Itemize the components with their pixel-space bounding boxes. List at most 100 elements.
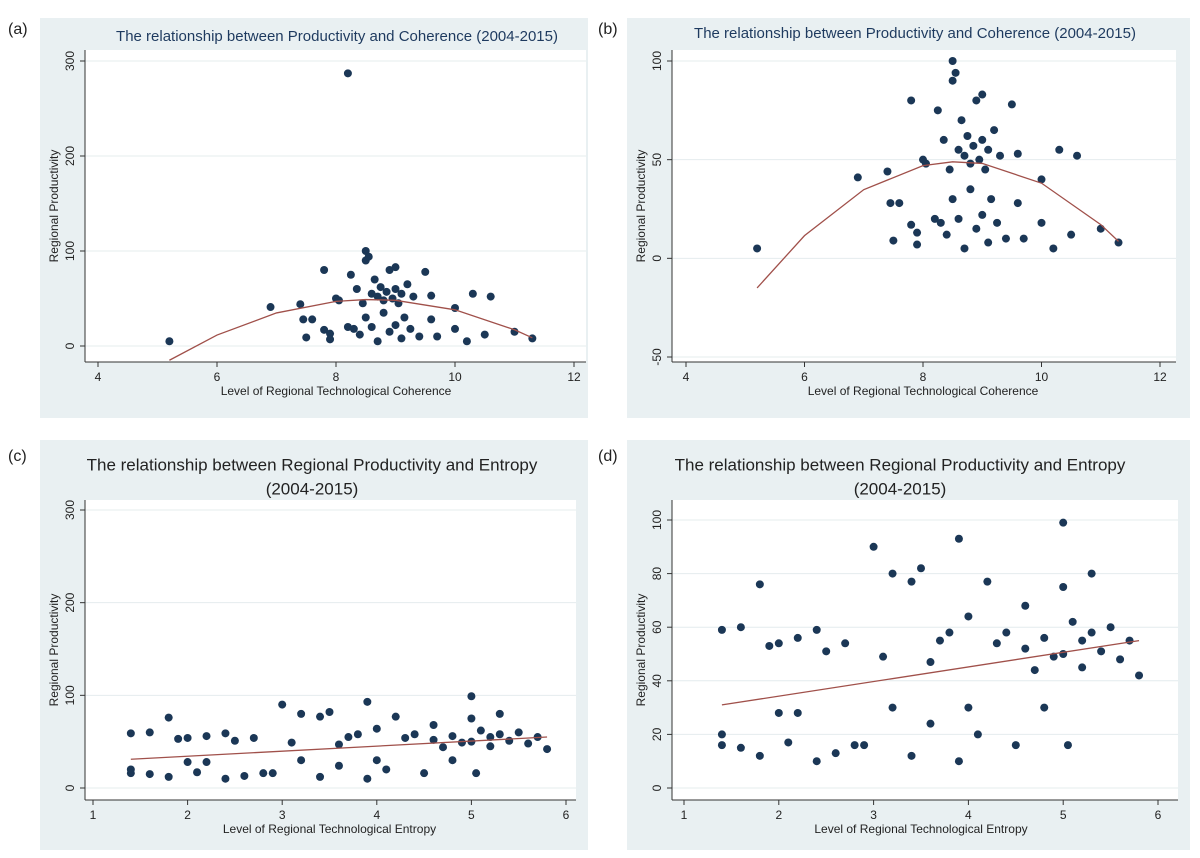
- point: [391, 263, 400, 272]
- point: [1067, 230, 1076, 239]
- point: [240, 771, 249, 780]
- point: [326, 335, 335, 344]
- point: [420, 769, 429, 778]
- point: [1037, 175, 1046, 184]
- x-tick-label: 3: [870, 808, 877, 822]
- y-tick-label: 0: [650, 255, 664, 262]
- point: [462, 337, 471, 346]
- point: [472, 769, 481, 778]
- x-tick-label: 10: [448, 370, 462, 384]
- point: [972, 224, 981, 233]
- panel: (a) The relationship between Productivity…: [8, 18, 588, 418]
- point: [467, 714, 476, 723]
- panel-label: (a): [8, 21, 28, 38]
- point: [879, 652, 888, 661]
- point: [841, 639, 850, 648]
- x-tick-label: 8: [333, 370, 340, 384]
- point: [448, 732, 457, 741]
- point: [978, 210, 987, 219]
- x-tick-label: 6: [1155, 808, 1162, 822]
- x-tick-label: 8: [920, 370, 927, 384]
- panel: (c) The relationship between Regional Pro…: [8, 440, 588, 850]
- point: [954, 757, 963, 766]
- point: [372, 756, 381, 765]
- point: [367, 289, 376, 298]
- point: [1040, 633, 1049, 642]
- point: [316, 712, 325, 721]
- point: [346, 270, 355, 279]
- point: [966, 159, 975, 168]
- point: [921, 159, 930, 168]
- point: [486, 292, 495, 301]
- point: [1055, 145, 1064, 154]
- fit-line: [721, 639, 1140, 706]
- point: [299, 315, 308, 324]
- point: [1114, 238, 1123, 247]
- point: [334, 761, 343, 770]
- point: [202, 758, 211, 767]
- panel-label: (c): [8, 448, 27, 465]
- point: [439, 743, 448, 752]
- point: [165, 337, 174, 346]
- point: [364, 252, 373, 261]
- point: [1007, 100, 1016, 109]
- point: [987, 195, 996, 204]
- point: [886, 199, 895, 208]
- y-tick-label: 20: [650, 727, 664, 741]
- point: [363, 697, 372, 706]
- point: [1013, 199, 1022, 208]
- y-tick-label: 200: [63, 146, 77, 166]
- point: [126, 729, 135, 738]
- x-tick-label: 4: [965, 808, 972, 822]
- point: [1059, 650, 1068, 658]
- point: [1106, 623, 1115, 632]
- point: [1125, 636, 1134, 645]
- point: [376, 283, 385, 292]
- point: [853, 173, 862, 182]
- point: [385, 266, 394, 274]
- point: [1078, 636, 1087, 645]
- point: [1135, 671, 1144, 680]
- point: [468, 289, 477, 298]
- y-tick-label: 0: [63, 784, 77, 791]
- chart-title: The relationship between Regional Produc…: [87, 455, 538, 474]
- y-tick-label: 40: [650, 674, 664, 688]
- point: [913, 240, 922, 249]
- point: [391, 712, 400, 721]
- point: [1078, 663, 1087, 672]
- point: [933, 106, 942, 115]
- y-tick-label: 100: [650, 510, 664, 530]
- x-tick-label: 3: [279, 808, 286, 822]
- point: [361, 313, 370, 322]
- point: [385, 327, 394, 336]
- point: [942, 230, 951, 239]
- point: [400, 313, 409, 322]
- point: [888, 569, 897, 578]
- point: [358, 299, 367, 308]
- x-axis-title: Level of Regional Technological Entropy: [814, 822, 1027, 836]
- point: [1001, 234, 1010, 243]
- point: [349, 324, 358, 333]
- point: [164, 713, 173, 722]
- point: [907, 751, 916, 760]
- y-axis-title: Regional Productivity: [634, 150, 648, 263]
- point: [308, 315, 317, 324]
- point: [1059, 518, 1068, 527]
- point: [334, 296, 343, 305]
- point: [969, 141, 978, 150]
- point: [480, 330, 489, 339]
- point: [409, 292, 418, 301]
- x-tick-label: 12: [567, 370, 581, 384]
- point: [822, 647, 831, 656]
- point: [1087, 569, 1096, 578]
- point: [495, 709, 504, 718]
- point: [297, 756, 306, 765]
- point: [765, 641, 774, 650]
- point: [297, 709, 306, 718]
- point: [963, 131, 972, 140]
- point: [367, 323, 376, 331]
- point: [1021, 644, 1030, 653]
- point: [174, 734, 183, 743]
- x-tick-label: 6: [214, 370, 221, 384]
- chart-title: (2004-2015): [266, 479, 359, 498]
